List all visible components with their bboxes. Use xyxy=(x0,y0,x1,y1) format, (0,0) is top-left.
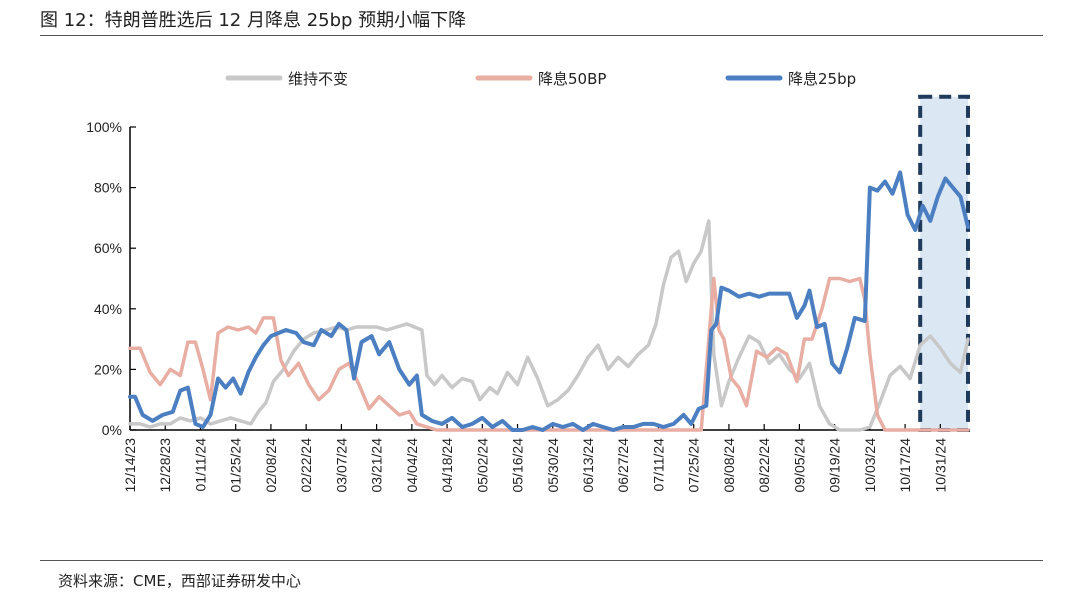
series-line-2 xyxy=(128,276,970,432)
x-tick-label: 05/02/24 xyxy=(474,438,490,493)
series-line-1 xyxy=(128,219,970,432)
y-tick-label: 60% xyxy=(94,240,122,256)
x-tick-label: 09/19/24 xyxy=(827,438,843,493)
x-tick-label: 08/22/24 xyxy=(756,438,772,493)
legend-label-2: 降息50BP xyxy=(538,70,606,88)
source-note: 资料来源：CME，西部证券研发中心 xyxy=(58,572,301,590)
y-tick-label: 40% xyxy=(94,301,122,317)
x-tick-label: 02/22/24 xyxy=(298,438,314,493)
x-tick-label: 02/08/24 xyxy=(263,438,279,493)
x-tick-label: 07/25/24 xyxy=(686,438,702,493)
x-tick-label: 08/08/24 xyxy=(721,438,737,493)
y-tick-label: 20% xyxy=(94,361,122,377)
x-tick-label: 12/28/23 xyxy=(157,438,173,493)
x-tick-label: 04/04/24 xyxy=(404,438,420,493)
legend-label-3: 降息25bp xyxy=(788,70,856,88)
x-tick-label: 10/03/24 xyxy=(862,438,878,493)
x-tick-label: 07/11/24 xyxy=(650,438,666,492)
x-tick-label: 01/25/24 xyxy=(228,438,244,493)
top-rule xyxy=(40,35,1043,36)
y-tick-label: 80% xyxy=(94,180,122,196)
series-line-3 xyxy=(128,170,970,432)
x-tick-label: 06/27/24 xyxy=(615,438,631,493)
x-tick-label: 06/13/24 xyxy=(580,438,596,493)
x-tick-label: 04/18/24 xyxy=(439,438,455,493)
highlight-box xyxy=(918,94,970,432)
legend-label-1: 维持不变 xyxy=(288,70,348,88)
x-tick-label: 09/05/24 xyxy=(791,438,807,493)
figure-title: 图 12：特朗普胜选后 12 月降息 25bp 预期小幅下降 xyxy=(40,10,467,31)
bottom-rule xyxy=(40,560,1043,561)
x-tick-label: 05/30/24 xyxy=(545,438,561,493)
y-tick-label: 0% xyxy=(102,422,122,438)
x-tick-label: 01/11/24 xyxy=(192,438,208,492)
x-tick-label: 10/17/24 xyxy=(897,438,913,493)
x-tick-label: 10/31/24 xyxy=(932,438,948,493)
x-tick-label: 03/21/24 xyxy=(369,438,385,493)
x-tick-label: 05/16/24 xyxy=(510,438,526,493)
x-tick-label: 12/14/23 xyxy=(122,438,138,493)
y-tick-label: 100% xyxy=(86,119,122,135)
x-tick-label: 03/07/24 xyxy=(333,438,349,493)
